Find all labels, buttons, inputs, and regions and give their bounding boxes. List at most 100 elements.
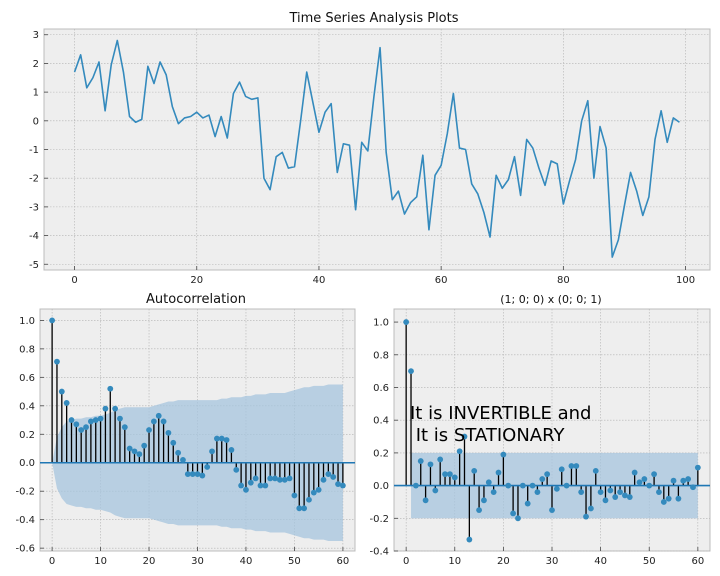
model-residual-acf-y-tick-label: 0.0	[373, 481, 389, 492]
stem-marker	[665, 495, 672, 502]
stem-marker	[58, 388, 65, 395]
stem-marker	[685, 476, 692, 482]
autocorrelation-ticks: 0 10 20 30 40 50 60 -0.6 -0.4 -0.2 0.0 0.2 0.4 0.6 0.8…	[15, 316, 349, 567]
stem-marker	[549, 507, 555, 514]
model-residual-acf-ticks: 0 10 20 30 40 50 60 -0.4 -0.2 0.0 0.2 0.4 0.6 0.8 1.0	[369, 318, 704, 567]
stem-marker	[519, 482, 526, 489]
stem-marker	[68, 417, 75, 423]
stem-marker	[656, 489, 662, 496]
autocorrelation-y-tick-label: 0.4	[19, 401, 35, 412]
stem-marker	[427, 461, 434, 468]
model-residual-acf-x-tick-label: 60	[691, 556, 704, 567]
stem-marker	[680, 477, 687, 484]
stem-marker	[49, 317, 56, 324]
stem-marker	[505, 482, 512, 489]
time-series-y-tick-label: 1	[33, 88, 39, 99]
autocorrelation-y-tick-label: 0.8	[19, 344, 35, 355]
stem-marker	[675, 495, 682, 502]
stem-marker	[515, 515, 521, 522]
stem-marker	[330, 474, 337, 480]
stem-marker	[272, 475, 278, 482]
stem-marker	[54, 358, 60, 365]
stem-marker	[335, 481, 341, 487]
stem-marker	[412, 482, 419, 489]
time-series-y-tick-label: 0	[33, 116, 39, 127]
model-residual-acf-x-tick-label: 50	[643, 556, 656, 567]
stem-marker	[209, 448, 215, 455]
stem-marker	[422, 497, 429, 504]
autocorrelation-x-tick-label: 40	[240, 556, 253, 567]
time-series-line	[73, 39, 680, 258]
model-residual-acf-x-tick-label: 0	[403, 556, 409, 567]
stem-marker	[257, 482, 264, 489]
model-residual-acf-y-tick-label: 1.0	[373, 318, 389, 329]
stem-marker	[296, 505, 303, 512]
stem-marker	[194, 471, 201, 478]
stem-marker	[563, 482, 570, 489]
autocorrelation-y-tick-label: -0.2	[15, 487, 35, 498]
stem-marker	[131, 448, 138, 455]
autocorrelation-y-tick-label: 0.2	[19, 430, 35, 441]
stem-marker	[141, 442, 148, 449]
stem-marker	[544, 471, 551, 478]
model-residual-acf-y-tick-label: 0.2	[373, 448, 389, 459]
stem-marker	[262, 482, 269, 489]
stem-marker	[301, 505, 308, 512]
stem-marker	[456, 448, 463, 455]
stem-marker	[636, 479, 643, 486]
autocorrelation-y-tick-label: 1.0	[19, 316, 35, 327]
stem-marker	[218, 435, 225, 442]
stem-marker	[539, 476, 546, 482]
time-series-x-tick-label: 80	[557, 275, 570, 286]
stem-marker	[651, 471, 657, 478]
time-series-x-tick-label: 20	[190, 275, 203, 286]
stem-marker	[597, 489, 604, 496]
stem-marker	[417, 458, 424, 464]
model-residual-acf-x-tick-label: 30	[546, 556, 559, 567]
stem-marker	[500, 451, 507, 458]
stem-marker	[247, 479, 254, 486]
stem-marker	[481, 497, 487, 504]
time-series-y-tick-label: -4	[29, 231, 39, 242]
stem-marker	[592, 467, 599, 474]
stem-marker	[408, 368, 414, 375]
stem-marker	[213, 435, 220, 442]
stem-marker	[694, 464, 701, 471]
stem-marker	[126, 445, 133, 452]
stem-marker	[485, 479, 492, 486]
stem-marker	[451, 474, 458, 481]
stem-marker	[622, 492, 628, 499]
model-residual-acf-x-tick-label: 10	[448, 556, 461, 567]
time-series-grid	[44, 29, 710, 270]
time-series-y-tick-label: 3	[33, 30, 39, 41]
stem-marker	[73, 421, 80, 428]
stem-marker	[97, 415, 104, 422]
stem-marker	[578, 489, 585, 496]
time-series-x-tick-label: 100	[676, 275, 695, 286]
autocorrelation-panel: Autocorrelation 0 10 20 30 40 50 60 -0.6 -0.4 -0.…	[15, 292, 356, 567]
stem-marker	[160, 418, 167, 425]
stem-marker	[524, 500, 531, 507]
stem-marker	[306, 496, 312, 503]
stem-marker	[291, 492, 298, 499]
stem-marker	[510, 510, 517, 517]
stem-marker	[189, 471, 196, 478]
stem-marker	[121, 424, 128, 431]
model-residual-acf-title: (1; 0; 0) x (0; 0; 1)	[500, 293, 601, 306]
stem-marker	[87, 418, 94, 425]
stem-marker	[461, 433, 468, 440]
stem-marker	[175, 449, 182, 456]
series-line	[73, 39, 680, 258]
model-residual-acf-y-tick-label: -0.4	[369, 547, 389, 558]
stem-marker	[573, 463, 580, 469]
stem-marker	[63, 400, 70, 406]
stem-marker	[534, 489, 541, 496]
autocorrelation-stems	[40, 317, 355, 512]
stem-marker	[339, 482, 346, 489]
autocorrelation-x-tick-label: 0	[49, 556, 55, 567]
autocorrelation-x-tick-label: 50	[288, 556, 301, 567]
stem-marker	[587, 505, 594, 512]
model-residual-acf-y-tick-label: -0.2	[369, 514, 389, 525]
annotation-line-2: It is STATIONARY	[410, 425, 565, 446]
stem-marker	[320, 476, 327, 483]
